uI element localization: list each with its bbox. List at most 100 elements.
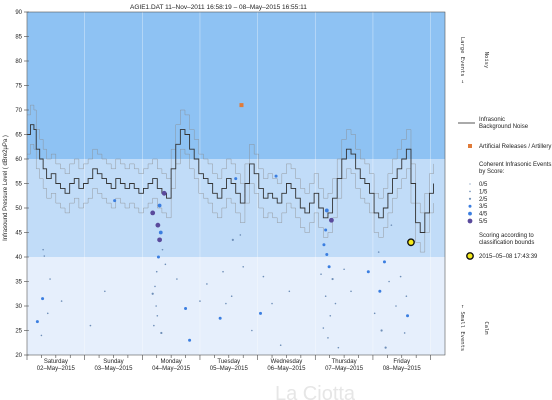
event-point-score-1 (334, 302, 337, 305)
artillery-point (239, 103, 244, 108)
zone-band-0 (27, 12, 445, 159)
y-tick-label: 40 (15, 255, 22, 261)
x-tick-day-label: Monday (160, 359, 181, 365)
zone-label-calm: Calm (483, 321, 489, 335)
event-point-score-1 (327, 337, 329, 339)
y-tick-label: 35 (15, 280, 22, 286)
x-tick-date-label: 08–May–2015 (383, 366, 422, 372)
zone-labels: Large Events → Noisy ← Small Events Calm (459, 37, 489, 351)
event-point-score-3 (382, 260, 386, 264)
event-point-score-1 (176, 278, 178, 280)
event-point-score-1 (288, 290, 291, 293)
legend-score-label: 0/5 (479, 182, 488, 188)
event-point-score-3 (366, 270, 370, 274)
event-point-score-2 (231, 238, 234, 241)
event-point-score-1 (43, 255, 46, 257)
legend-noise-label-line1: Infrasonic (479, 117, 505, 123)
event-point-score-3 (35, 320, 39, 324)
y-tick-label: 70 (15, 108, 22, 114)
legend-score-dot (469, 190, 471, 193)
event-point-score-3 (113, 199, 117, 203)
event-point-score-1 (155, 305, 157, 307)
event-point-score-3 (156, 255, 160, 259)
event-point-score-1 (390, 224, 393, 226)
event-point-score-5 (157, 237, 163, 243)
y-tick-label: 60 (15, 157, 22, 163)
event-point-score-1 (225, 302, 227, 305)
event-point-score-1 (42, 248, 44, 251)
event-point-score-1 (373, 312, 376, 315)
event-point-score-3 (406, 314, 410, 318)
y-tick-label: 55 (15, 182, 22, 188)
legend-coherent-title-line2: by Score: (479, 169, 505, 175)
x-tick-day-label: Thursday (332, 359, 357, 365)
y-tick-label: 30 (15, 304, 22, 310)
noise-band-lines (27, 104, 434, 253)
event-point-score-1 (104, 290, 106, 293)
legend-noise-label: Infrasonic Background Noise (479, 117, 529, 130)
zone-band-1 (27, 159, 445, 257)
zone-bands (27, 12, 445, 355)
event-point-score-1 (242, 266, 245, 268)
event-point-score-1 (337, 346, 340, 349)
zone-label-noisy: Noisy (483, 52, 489, 69)
legend-score-label: 4/5 (479, 212, 488, 218)
legend-score-label: 3/5 (479, 204, 488, 210)
legend-score-label: 2/5 (479, 197, 488, 203)
legend-score-dot (469, 183, 471, 185)
x-tick-day-label: Friday (393, 359, 410, 365)
event-point-score-1 (403, 332, 406, 334)
legend-score-dot (468, 197, 472, 200)
x-tick-date-label: 05–May–2015 (210, 366, 249, 372)
legend-score-dot (468, 204, 472, 208)
zone-band-2 (27, 257, 445, 355)
event-point-score-1 (206, 283, 208, 285)
zone-label-large: Large Events → (459, 37, 465, 84)
event-point-score-1 (377, 251, 380, 253)
event-point-score-3 (322, 243, 326, 247)
legend-scoring-note-line1: Scoring according to (479, 233, 534, 239)
noise-lower-band (27, 144, 434, 253)
legend: Infrasonic Background Noise Artificial R… (458, 117, 552, 260)
event-point-score-3 (184, 306, 188, 310)
event-points (35, 103, 415, 349)
event-point-score-1 (399, 275, 402, 278)
legend-coherent-title-line1: Coherent Infrasonic Events, (479, 162, 552, 168)
y-tick-label: 85 (15, 35, 22, 41)
event-point-score-3 (324, 228, 328, 232)
event-point-score-1 (60, 300, 63, 302)
event-point-score-1 (251, 329, 253, 332)
y-tick-label: 25 (15, 329, 22, 335)
x-tick-date-label: 06–May–2015 (267, 366, 306, 372)
event-point-score-1 (343, 268, 345, 271)
y-tick-label: 80 (15, 59, 22, 65)
legend-score-label: 5/5 (479, 219, 488, 225)
event-point-score-1 (279, 344, 282, 347)
event-point-score-4 (324, 208, 329, 213)
legend-score-dot (468, 211, 472, 216)
legend-latest-marker (466, 252, 474, 260)
x-tick-date-label: 07–May–2015 (325, 366, 364, 372)
event-point-score-2 (151, 292, 154, 295)
event-point-score-1 (89, 324, 92, 327)
event-point-score-1 (154, 285, 156, 288)
y-tick-label: 75 (15, 84, 22, 90)
event-point-score-3 (218, 316, 222, 320)
y-axis-label: Infrasound Pressure Level ( dBre2µPa ) (3, 135, 9, 241)
event-point-score-3 (41, 297, 45, 301)
event-point-score-4 (158, 230, 163, 235)
event-point-score-1 (350, 290, 352, 293)
y-tick-label: 90 (15, 10, 22, 16)
event-point-score-3 (327, 265, 331, 269)
y-axis-ticks: 20 25 30 35 40 45 50 55 60 65 70 75 80 85 90 (15, 10, 29, 359)
event-point-score-1 (271, 302, 273, 305)
event-point-score-1 (230, 295, 233, 298)
event-point-score-1 (395, 305, 397, 307)
event-point-score-1 (156, 315, 159, 317)
x-tick-date-label: 03–May–2015 (94, 366, 133, 372)
legend-artillery-label: Artificial Releases / Artillery (479, 144, 551, 150)
legend-artillery-swatch (468, 144, 472, 148)
event-point-score-3 (188, 338, 192, 342)
event-point-score-4 (157, 203, 162, 208)
